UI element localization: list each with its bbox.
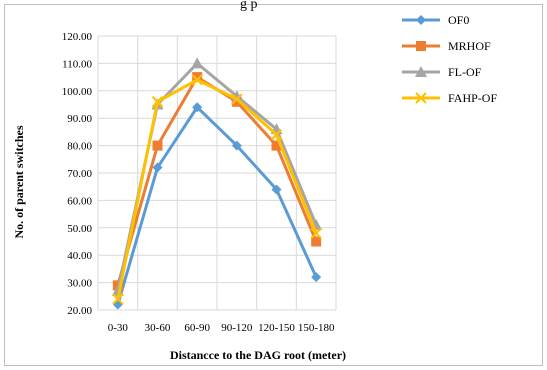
- legend-label: FL-OF: [448, 65, 482, 79]
- x-tick-labels: 0-30 30-60 60-90 90-120 120-150 150-180: [108, 322, 335, 334]
- data-point: [113, 300, 123, 310]
- x-tick-label: 90-120: [221, 322, 253, 334]
- data-point: [153, 141, 163, 151]
- y-tick-label: 80.00: [67, 141, 92, 153]
- y-tick-label: 60.00: [67, 195, 92, 207]
- gridlines: [98, 36, 336, 310]
- x-tick-label: 120-150: [258, 322, 295, 334]
- x-tick-label: 0-30: [108, 322, 129, 334]
- legend: OF0 MRHOF FL-OF FAHP-OF: [402, 13, 497, 105]
- y-tick-label: 110.00: [62, 58, 92, 70]
- y-tick-label: 30.00: [67, 278, 92, 290]
- y-axis-title: No. of parent switches: [12, 125, 26, 238]
- x-axis-title: Distancce to the DAG root (meter): [170, 348, 346, 362]
- y-tick-label: 20.00: [67, 305, 92, 317]
- y-tick-labels: 20.00 30.00 40.00 50.00 60.00 70.00 80.00 90.00…: [62, 31, 93, 317]
- x-tick-label: 150-180: [298, 322, 335, 334]
- x-tick-label: 30-60: [145, 322, 171, 334]
- y-tick-label: 40.00: [67, 250, 92, 262]
- y-tick-label: 70.00: [67, 168, 92, 180]
- chart-title-fragment: g p: [240, 0, 258, 12]
- legend-label: OF0: [448, 13, 469, 27]
- legend-marker: [416, 41, 426, 51]
- legend-item: FL-OF: [402, 65, 482, 79]
- y-tick-label: 50.00: [67, 223, 92, 235]
- data-point: [311, 272, 321, 282]
- y-tick-label: 100.00: [62, 86, 93, 98]
- x-tick-label: 60-90: [184, 322, 210, 334]
- legend-item: MRHOF: [402, 39, 491, 53]
- legend-item: OF0: [402, 13, 469, 27]
- y-tick-label: 90.00: [67, 113, 92, 125]
- legend-label: MRHOF: [448, 39, 491, 53]
- legend-item: FAHP-OF: [402, 91, 497, 105]
- legend-marker: [416, 15, 426, 25]
- y-tick-label: 120.00: [62, 31, 93, 43]
- legend-label: FAHP-OF: [448, 91, 497, 105]
